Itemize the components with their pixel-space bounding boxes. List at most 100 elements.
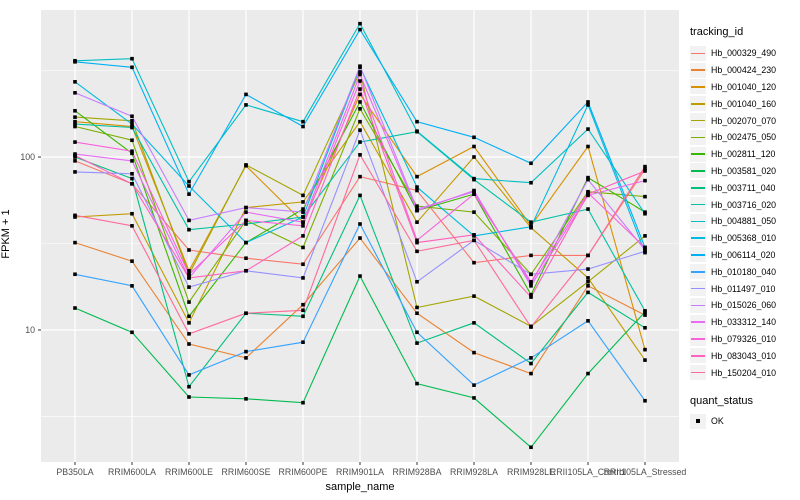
line-swatch-icon xyxy=(690,62,706,78)
data-point xyxy=(130,138,134,143)
data-point xyxy=(472,192,476,196)
data-point xyxy=(643,164,647,169)
data-point xyxy=(244,210,248,214)
legend-item-label: Hb_006114_020 xyxy=(711,249,776,260)
line-swatch-icon xyxy=(690,213,706,229)
legend-item: Hb_002475_050 xyxy=(690,129,800,146)
legend-item-label: Hb_010180_040 xyxy=(711,266,777,277)
data-point xyxy=(472,210,476,214)
data-point xyxy=(358,128,362,132)
data-point xyxy=(415,311,419,316)
line-swatch-icon xyxy=(690,163,706,179)
data-point xyxy=(130,259,134,263)
data-point xyxy=(244,218,248,223)
data-point xyxy=(358,274,362,278)
data-point xyxy=(73,80,77,84)
legend-item: Hb_000424_230 xyxy=(690,62,800,79)
data-point xyxy=(358,21,362,26)
data-point xyxy=(529,220,533,224)
data-point xyxy=(415,188,419,193)
data-point xyxy=(130,118,134,123)
data-point xyxy=(358,79,362,83)
data-point xyxy=(643,358,647,362)
data-point xyxy=(415,204,419,208)
data-point xyxy=(643,169,647,173)
data-point xyxy=(415,249,419,254)
data-point xyxy=(529,445,533,450)
line-swatch-icon xyxy=(690,180,706,196)
data-point xyxy=(586,371,590,376)
data-point xyxy=(73,170,77,174)
data-point xyxy=(643,194,647,199)
data-point xyxy=(301,245,305,250)
data-point xyxy=(187,276,191,280)
data-point xyxy=(244,356,248,360)
data-point xyxy=(301,124,305,129)
x-tick-label: RRIM600PE xyxy=(279,467,328,477)
data-point xyxy=(244,92,248,97)
data-point xyxy=(529,292,533,297)
data-point xyxy=(130,171,134,176)
data-point xyxy=(586,279,590,284)
data-point xyxy=(301,200,305,204)
legend-item-label: Hb_005368_010 xyxy=(711,233,777,244)
data-point xyxy=(301,400,305,405)
line-swatch-icon xyxy=(690,314,706,330)
data-point xyxy=(187,384,191,389)
data-point xyxy=(301,207,305,211)
data-point xyxy=(130,122,134,126)
data-point xyxy=(187,314,191,319)
data-point xyxy=(130,211,134,216)
data-point xyxy=(73,153,77,158)
data-point xyxy=(130,56,134,61)
legend-item: Hb_001040_160 xyxy=(690,95,800,112)
data-point xyxy=(643,398,647,403)
legend-item-label: Hb_015026_060 xyxy=(711,300,777,311)
data-point xyxy=(586,177,590,182)
data-point xyxy=(130,176,134,181)
line-swatch-icon xyxy=(690,297,706,313)
data-point xyxy=(187,268,191,273)
legend-item: Hb_010180_040 xyxy=(690,263,800,280)
data-point xyxy=(358,152,362,157)
data-point xyxy=(244,397,248,401)
legend-item-label: Hb_150204_010 xyxy=(711,367,777,378)
line-swatch-icon xyxy=(690,230,706,246)
data-point xyxy=(529,325,533,329)
legend-item-label: Hb_003711_040 xyxy=(711,182,776,193)
data-point xyxy=(358,140,362,144)
data-point xyxy=(358,193,362,198)
data-point xyxy=(358,64,362,68)
data-point xyxy=(244,222,248,226)
legend-item: Hb_001040_120 xyxy=(690,79,800,96)
legend-item: Hb_005368_010 xyxy=(690,230,800,247)
data-point xyxy=(643,309,647,313)
data-point xyxy=(358,27,362,32)
x-axis-title: sample_name xyxy=(325,481,395,493)
data-point xyxy=(301,262,305,267)
data-point xyxy=(301,220,305,224)
line-swatch-icon xyxy=(690,113,706,129)
data-point xyxy=(415,305,419,310)
data-point xyxy=(358,87,362,91)
data-point xyxy=(643,211,647,216)
data-point xyxy=(187,342,191,346)
data-point xyxy=(529,224,533,229)
data-point xyxy=(73,115,77,119)
ok-square-icon xyxy=(690,413,706,429)
data-point xyxy=(415,341,419,345)
data-point xyxy=(529,371,533,376)
data-point xyxy=(472,294,476,298)
legend-item-label: Hb_003581_020 xyxy=(711,165,777,176)
data-point xyxy=(529,361,533,366)
data-point xyxy=(187,227,191,232)
data-point xyxy=(472,188,476,193)
data-point xyxy=(73,159,77,163)
data-point xyxy=(415,238,419,243)
legend-item: Hb_150204_010 xyxy=(690,364,800,381)
legend-item: Hb_004881_050 xyxy=(690,213,800,230)
line-swatch-icon xyxy=(690,365,706,381)
data-point xyxy=(187,332,191,336)
data-point xyxy=(301,302,305,307)
